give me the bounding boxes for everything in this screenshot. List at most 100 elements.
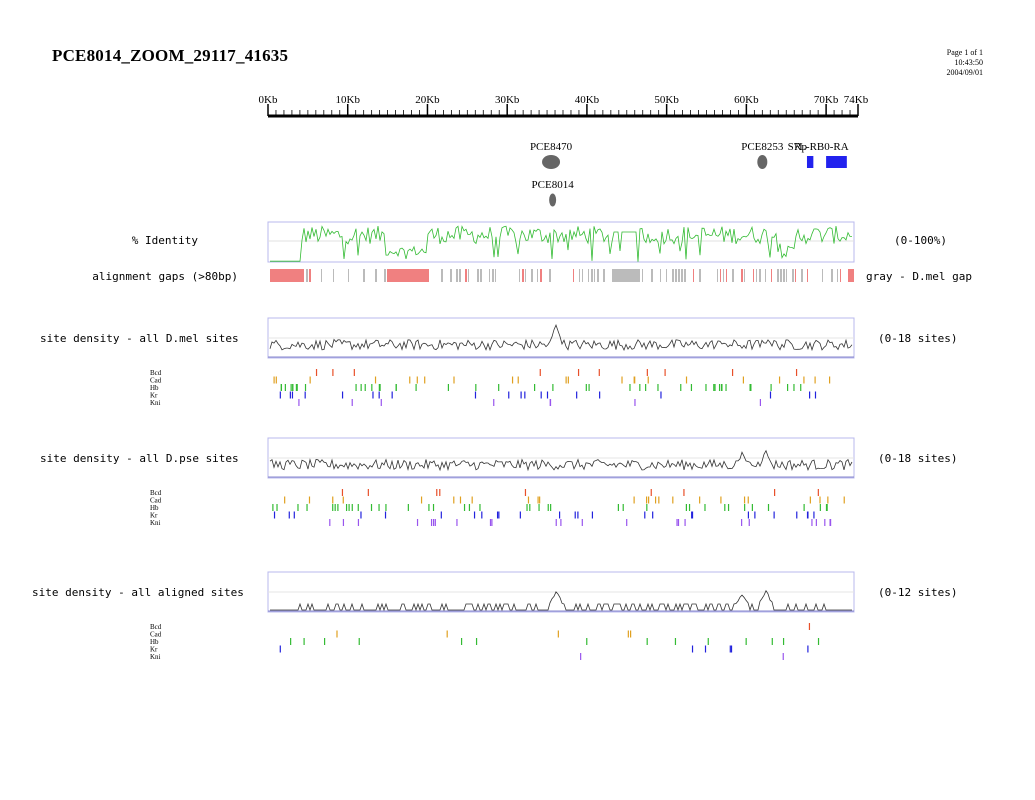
density-track-dmel: site density - all D.mel sites (0-18 site… (40, 317, 957, 407)
gap-block (384, 269, 386, 282)
feature-mark (826, 156, 847, 168)
gaps-legend: gray - D.mel gap (866, 270, 972, 283)
gap-block (480, 269, 482, 282)
gap-block (786, 269, 787, 282)
gap-block (594, 269, 595, 282)
page-number: Page 1 of 1 (946, 48, 983, 57)
feature-mark (757, 155, 768, 169)
ruler-label: 0Kb (259, 94, 278, 106)
density-track-label: site density - all D.mel sites (40, 332, 239, 345)
gap-block (723, 269, 724, 282)
gap-block (465, 269, 467, 282)
feature-label: S7L-RB0-RA (788, 141, 849, 153)
gaps-track (270, 269, 854, 282)
gap-block (468, 269, 469, 282)
gap-block (540, 269, 542, 282)
factor-label: Cad (150, 497, 162, 505)
feature-label: PCE8014 (532, 179, 575, 191)
timestamp: 10:43:50 (954, 58, 983, 67)
feature-label: Rp (794, 141, 807, 153)
factor-label: Kni (150, 399, 161, 407)
page-title: PCE8014_ZOOM_29117_41635 (52, 46, 289, 65)
gap-block (573, 269, 574, 282)
ruler-label: 30Kb (495, 94, 520, 106)
gap-block (759, 269, 761, 282)
gap-block (783, 269, 785, 282)
factor-label: Hb (150, 504, 159, 512)
factor-label: Bcd (150, 623, 162, 631)
factor-label: Kr (150, 646, 158, 654)
gap-block (450, 269, 452, 282)
ruler-label: 20Kb (415, 94, 440, 106)
gap-block (531, 269, 533, 282)
gap-block (537, 269, 538, 282)
gap-block (309, 269, 311, 282)
gap-block (525, 269, 526, 282)
gaps-track-label: alignment gaps (>80bp) (92, 270, 238, 283)
ruler-label: 50Kb (654, 94, 679, 106)
gap-block (489, 269, 490, 282)
density-line (269, 449, 853, 472)
ruler-label: 40Kb (575, 94, 600, 106)
density-track-label: site density - all aligned sites (32, 586, 244, 599)
gap-block (660, 269, 661, 282)
gap-block (333, 269, 334, 282)
kb-ruler: 0Kb 10Kb 20Kb 30Kb 40Kb 50Kb 60Kb 70Kb 74Kb (259, 94, 869, 118)
gap-block (456, 269, 458, 282)
gap-block (807, 269, 808, 282)
gap-block (459, 269, 461, 282)
feature-label: PCE8470 (530, 141, 573, 153)
density-track-range: (0-18 sites) (878, 452, 957, 465)
gap-block (387, 269, 429, 282)
factor-label: Hb (150, 384, 159, 392)
gap-block (822, 269, 823, 282)
gap-block (681, 269, 683, 282)
gap-block (522, 269, 524, 282)
gap-block (792, 269, 794, 282)
density-line (270, 589, 852, 612)
gap-block (753, 269, 754, 282)
gap-block (642, 269, 643, 282)
gap-block (675, 269, 677, 282)
gap-block (666, 269, 667, 282)
density-track-range: (0-12 sites) (878, 586, 957, 599)
gap-block (363, 269, 365, 282)
gap-block (678, 269, 680, 282)
identity-track-frame (267, 221, 855, 263)
gap-block (741, 269, 743, 282)
gap-block (744, 269, 745, 282)
factor-label: Bcd (150, 489, 162, 497)
ruler-label: 10Kb (336, 94, 361, 106)
gap-block (612, 269, 640, 282)
gap-block (717, 269, 718, 282)
factor-label: Kni (150, 519, 161, 527)
density-track-label: site density - all D.pse sites (40, 452, 239, 465)
gap-block (837, 269, 838, 282)
gap-block (597, 269, 599, 282)
gap-block (672, 269, 674, 282)
identity-range: (0-100%) (894, 234, 947, 247)
factor-label: Hb (150, 638, 159, 646)
feature-mark (542, 155, 561, 169)
density-track-dpse: site density - all D.pse sites (0-18 site… (40, 437, 957, 527)
factor-label: Kr (150, 392, 158, 400)
gap-block (549, 269, 551, 282)
factor-label: Kr (150, 512, 158, 520)
gap-block (732, 269, 734, 282)
gap-block (831, 269, 833, 282)
gap-block (720, 269, 721, 282)
gap-block (582, 269, 583, 282)
gap-block (306, 269, 308, 282)
feature-label: PCE8253 (741, 141, 784, 153)
gap-block (270, 269, 304, 282)
gap-block (699, 269, 701, 282)
factor-label: Bcd (150, 369, 162, 377)
ruler-label: 60Kb (734, 94, 759, 106)
identity-track-label: % Identity (132, 234, 199, 247)
gap-block (801, 269, 803, 282)
factor-label: Cad (150, 377, 162, 385)
gap-block (579, 269, 580, 282)
density-line (269, 323, 853, 352)
